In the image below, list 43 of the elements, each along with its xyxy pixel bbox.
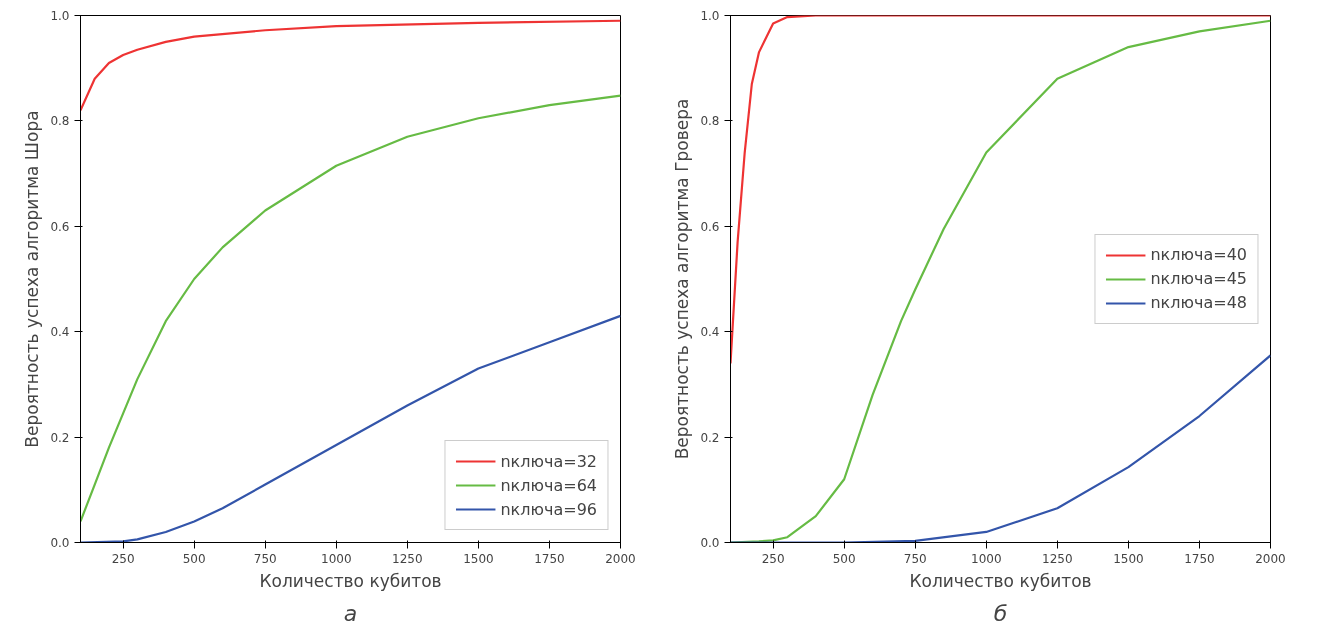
- x-tick-label: 750: [903, 551, 927, 566]
- text: б: [993, 600, 1008, 626]
- legend-label: nключа=48: [1150, 293, 1247, 312]
- x-tick-label: 1000: [321, 551, 352, 566]
- x-axis-title: Количество кубитов: [259, 570, 442, 591]
- y-tick-label: 0.8: [700, 114, 720, 129]
- x-axis-title: Количество кубитов: [909, 570, 1092, 591]
- y-tick-label: 0.4: [50, 325, 70, 340]
- legend-label: nключа=45: [1150, 269, 1247, 288]
- line-series: [80, 19, 621, 112]
- x-tick-label: 500: [832, 551, 856, 566]
- y-tick-label: 0.0: [700, 536, 720, 550]
- legend-label: nключа=96: [500, 499, 597, 519]
- y-tick-label: 0.6: [700, 219, 720, 234]
- text: а: [343, 600, 358, 626]
- y-axis-title: Вероятность успеха алгоритма Шора: [22, 110, 43, 448]
- x-tick-label: 1000: [971, 551, 1002, 566]
- x-tick-label: 1500: [463, 551, 494, 566]
- x-tick-label: 500: [182, 551, 206, 566]
- line-series: [80, 94, 621, 523]
- y-tick-label: 0.2: [700, 430, 720, 445]
- x-tick-label: 2000: [1255, 551, 1286, 566]
- legend-label: nключа=32: [500, 451, 597, 471]
- x-tick-label: 250: [761, 551, 785, 566]
- y-tick-label: 1.0: [50, 9, 70, 23]
- x-tick-label: 250: [111, 551, 135, 566]
- x-tick-label: 1750: [534, 551, 565, 566]
- legend-label: nключа=40: [1150, 245, 1247, 264]
- y-tick-label: 0.0: [50, 536, 70, 550]
- y-tick-label: 0.4: [700, 325, 720, 340]
- x-tick-label: 1250: [392, 551, 423, 566]
- y-tick-label: 0.2: [50, 430, 70, 445]
- line-series: [730, 15, 1271, 365]
- legend-label: nключа=64: [500, 475, 597, 495]
- x-tick-label: 2000: [605, 551, 636, 566]
- x-tick-label: 1750: [1184, 551, 1215, 566]
- y-axis-title: Вероятность успеха алгоритма Гровера: [672, 98, 693, 460]
- x-tick-label: 1250: [1042, 551, 1073, 566]
- y-tick-label: 0.8: [50, 114, 70, 129]
- y-tick-label: 1.0: [700, 9, 720, 23]
- x-tick-label: 1500: [1113, 551, 1144, 566]
- y-tick-label: 0.6: [50, 219, 70, 234]
- x-tick-label: 750: [253, 551, 277, 566]
